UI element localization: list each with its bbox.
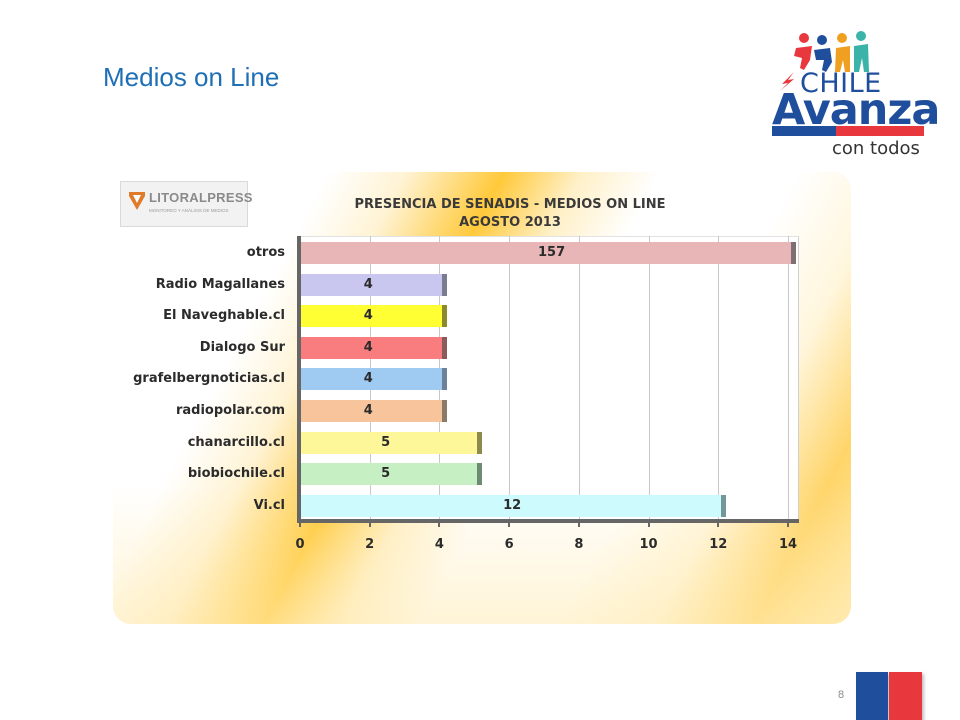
x-tick-label: 10 bbox=[639, 537, 658, 552]
bar-end-cap bbox=[442, 336, 448, 359]
category-label: grafelbergnoticias.cl bbox=[133, 371, 285, 387]
x-tick-label: 4 bbox=[434, 537, 444, 552]
data-label: 5 bbox=[381, 434, 391, 450]
x-tick-mark bbox=[787, 521, 789, 527]
data-label: 4 bbox=[363, 308, 373, 324]
litoralpress-mark-icon bbox=[129, 192, 145, 210]
litoralpress-logo: LITORALPRESS MONITOREO Y ANÁLISIS DE MED… bbox=[120, 181, 252, 227]
x-tick-label: 14 bbox=[778, 537, 798, 552]
gridline bbox=[718, 236, 720, 521]
chile-avanza-logo: CHILE Avanza con todos bbox=[770, 30, 940, 160]
bar bbox=[300, 400, 448, 422]
logo-chile-text: CHILE bbox=[800, 68, 882, 99]
bar bbox=[300, 494, 727, 517]
data-label: 4 bbox=[363, 339, 373, 355]
logo-tagline: con todos bbox=[832, 138, 920, 159]
x-axis-line bbox=[297, 519, 799, 523]
bar bbox=[300, 368, 448, 391]
bar bbox=[300, 242, 796, 264]
bar-end-cap bbox=[442, 273, 448, 296]
bar bbox=[300, 273, 448, 296]
bar-end-cap bbox=[477, 431, 483, 454]
chart-title: PRESENCIA DE SENADIS - MEDIOS ON LINE bbox=[354, 197, 666, 212]
data-label: 12 bbox=[503, 497, 522, 513]
people-figures-icon bbox=[794, 31, 869, 72]
data-label: 5 bbox=[381, 466, 391, 482]
gridline bbox=[578, 236, 580, 521]
source-tagline: MONITOREO Y ANÁLISIS DE MEDIOS bbox=[149, 208, 229, 213]
category-label: Vi.cl bbox=[253, 497, 285, 513]
logo-blue-bar bbox=[772, 126, 836, 136]
bar-end-cap bbox=[477, 463, 483, 486]
gridline bbox=[509, 236, 511, 521]
x-tick-mark bbox=[717, 521, 720, 527]
bar bbox=[300, 463, 483, 486]
category-label: El Naveghable.cl bbox=[163, 308, 285, 324]
bar bbox=[300, 431, 483, 454]
chart-subtitle: AGOSTO 2013 bbox=[459, 215, 561, 230]
x-tick-mark bbox=[368, 521, 371, 527]
data-label: 157 bbox=[538, 245, 566, 260]
category-label: otros bbox=[246, 245, 285, 260]
logo-red-bar bbox=[836, 126, 924, 136]
x-tick-label: 2 bbox=[365, 537, 375, 552]
bar bbox=[300, 336, 448, 359]
x-tick-label: 0 bbox=[295, 537, 305, 552]
bar-end-cap bbox=[442, 368, 448, 391]
source-name: LITORALPRESS bbox=[149, 190, 253, 205]
y-axis-line bbox=[297, 236, 301, 523]
x-tick-mark bbox=[438, 521, 441, 527]
star-spark-icon bbox=[780, 72, 794, 91]
x-tick-label: 8 bbox=[574, 537, 584, 552]
gridline bbox=[788, 236, 789, 521]
data-label: 4 bbox=[363, 371, 373, 387]
bar-end-cap bbox=[442, 305, 448, 328]
category-label: biobiochile.cl bbox=[187, 466, 285, 482]
flag-red-block bbox=[889, 672, 922, 720]
bar bbox=[300, 305, 448, 328]
slide-title: Medios on Line bbox=[103, 62, 280, 92]
category-label: Dialogo Sur bbox=[199, 339, 285, 355]
data-label: 4 bbox=[363, 276, 373, 292]
x-tick-label: 12 bbox=[709, 537, 728, 552]
category-label: radiopolar.com bbox=[175, 403, 285, 418]
x-tick-label: 6 bbox=[504, 537, 514, 552]
page-number: 8 bbox=[838, 689, 845, 701]
flag-blue-block bbox=[856, 672, 888, 720]
gridline bbox=[648, 236, 650, 521]
x-tick-mark bbox=[647, 521, 650, 527]
x-tick-mark bbox=[299, 521, 301, 527]
category-label: chanarcillo.cl bbox=[187, 434, 285, 450]
bar-end-cap bbox=[791, 242, 796, 264]
category-label: Radio Magallanes bbox=[155, 276, 285, 292]
bar-end-cap bbox=[721, 494, 727, 517]
bar-end-cap bbox=[442, 400, 448, 422]
data-label: 4 bbox=[363, 403, 373, 418]
x-tick-mark bbox=[577, 521, 580, 527]
x-tick-mark bbox=[508, 521, 511, 527]
